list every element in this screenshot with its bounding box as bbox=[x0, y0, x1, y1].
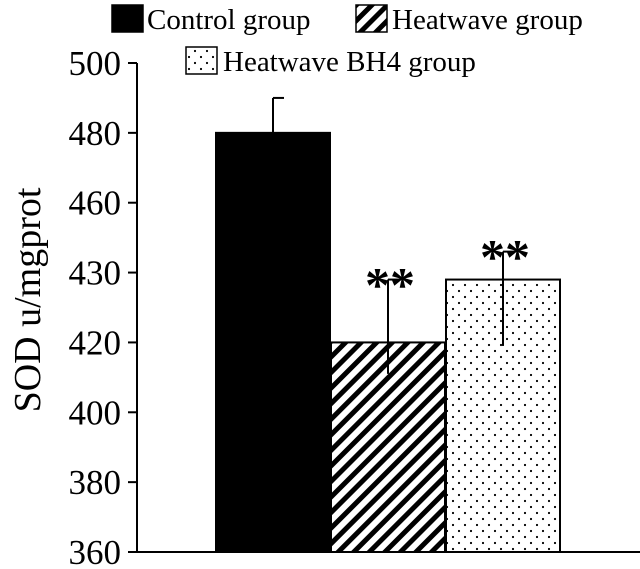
y-tick-label: 420 bbox=[69, 323, 122, 362]
y-axis-ticks: 500 480 460 430 420 400 380 360 bbox=[69, 44, 137, 569]
legend-item-heatwave-bh4: Heatwave BH4 group bbox=[185, 46, 476, 78]
legend-item-control: Control group bbox=[111, 4, 311, 36]
legend-swatch-heatwave-bh4 bbox=[185, 46, 218, 75]
bar bbox=[215, 131, 331, 553]
legend-label-control: Control group bbox=[147, 4, 311, 36]
legend-swatch-heatwave bbox=[355, 4, 388, 33]
y-tick-label: 380 bbox=[69, 463, 122, 502]
legend: Control group Heatwave group Heatwave BH… bbox=[111, 4, 583, 78]
y-tick-label: 500 bbox=[69, 44, 122, 83]
y-tick-label: 360 bbox=[69, 533, 122, 569]
bars: ** ** bbox=[215, 96, 561, 553]
legend-item-heatwave: Heatwave group bbox=[355, 4, 583, 36]
y-tick-label: 400 bbox=[69, 393, 122, 432]
significance-marker: ** bbox=[365, 257, 415, 313]
legend-swatch-control bbox=[111, 4, 144, 33]
y-tick-label: 480 bbox=[69, 114, 122, 153]
y-axis-label: SOD u/mgprot bbox=[7, 187, 49, 412]
significance-marker: ** bbox=[480, 229, 530, 285]
y-tick-label: 430 bbox=[69, 254, 122, 293]
y-tick-label: 460 bbox=[69, 184, 122, 223]
legend-label-heatwave-bh4: Heatwave BH4 group bbox=[223, 46, 476, 78]
legend-label-heatwave: Heatwave group bbox=[392, 4, 583, 36]
